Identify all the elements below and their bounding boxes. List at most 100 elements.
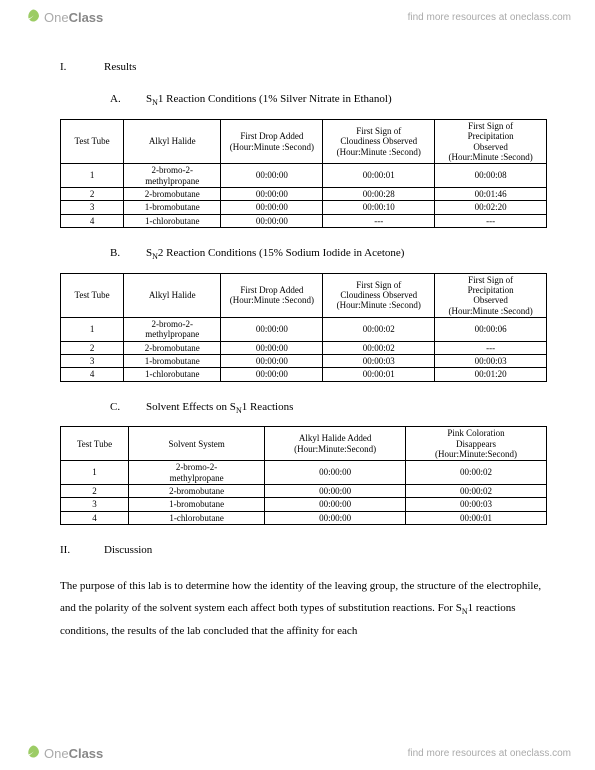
table-row: 31-bromobutane00:00:0000:00:0300:00:03 [61, 354, 547, 367]
table-cell: --- [435, 341, 547, 354]
subsection-a-heading: A. SN1 Reaction Conditions (1% Silver Ni… [110, 92, 547, 109]
table-cell: 2 [61, 187, 124, 200]
subsection-marker: A. [110, 92, 126, 109]
discussion-paragraph: The purpose of this lab is to determine … [60, 575, 547, 642]
table-row: 41-chlorobutane00:00:00------ [61, 214, 547, 227]
table-cell: 00:00:00 [265, 461, 406, 485]
table-row: 22-bromobutane00:00:0000:00:02 [61, 484, 547, 497]
table-cell: 00:00:01 [323, 368, 435, 381]
table-cell: 00:00:00 [221, 354, 323, 367]
table-cell: 00:00:03 [406, 498, 547, 511]
table-cell: 00:00:00 [221, 341, 323, 354]
table-row: 12-bromo-2-methylpropane00:00:0000:00:02 [61, 461, 547, 485]
table-cell: 00:01:20 [435, 368, 547, 381]
table-cell: 3 [61, 498, 129, 511]
table-header: Pink ColorationDisappears(Hour:Minute:Se… [406, 427, 547, 461]
document-body: I. Results A. SN1 Reaction Conditions (1… [60, 60, 547, 642]
table-cell: 2 [61, 484, 129, 497]
table-row: 12-bromo-2-methylpropane00:00:0000:00:02… [61, 317, 547, 341]
table-cell: 4 [61, 214, 124, 227]
table-cell: 00:00:03 [435, 354, 547, 367]
subsection-c-heading: C. Solvent Effects on SN1 Reactions [110, 400, 547, 417]
table-cell: 00:00:01 [406, 511, 547, 524]
section-discussion-heading: II. Discussion [60, 543, 547, 557]
table-cell: 1 [61, 461, 129, 485]
subsection-b-heading: B. SN2 Reaction Conditions (15% Sodium I… [110, 246, 547, 263]
table-cell: 00:00:03 [323, 354, 435, 367]
table-cell: 3 [61, 201, 124, 214]
table-cell: 00:00:00 [221, 368, 323, 381]
table-cell: 00:00:02 [406, 461, 547, 485]
table-row: 41-chlorobutane00:00:0000:00:01 [61, 511, 547, 524]
table-cell: 00:00:00 [221, 164, 323, 188]
page-header: OneClass find more resources at oneclass… [0, 0, 595, 34]
table-cell: 1 [61, 164, 124, 188]
table-cell: 00:01:46 [435, 187, 547, 200]
table-cell: 1-bromobutane [124, 201, 221, 214]
brand-name: OneClass [44, 746, 103, 761]
table-header: First Drop Added(Hour:Minute :Second) [221, 119, 323, 163]
table-solvent: Test TubeSolvent SystemAlkyl Halide Adde… [60, 426, 547, 525]
table-header: First Sign ofPrecipitationObserved(Hour:… [435, 119, 547, 163]
table-cell: 1-bromobutane [124, 354, 221, 367]
brand-logo: OneClass [24, 744, 103, 762]
table-cell: 00:00:28 [323, 187, 435, 200]
table-cell: 00:00:00 [221, 214, 323, 227]
table-cell: 00:02:20 [435, 201, 547, 214]
table-row: 12-bromo-2-methylpropane00:00:0000:00:01… [61, 164, 547, 188]
table-header: Test Tube [61, 427, 129, 461]
table-header: Alkyl Halide [124, 119, 221, 163]
table-cell: 00:00:02 [406, 484, 547, 497]
table-header: First Drop Added(Hour:Minute :Second) [221, 273, 323, 317]
table-cell: 00:00:06 [435, 317, 547, 341]
table-cell: 2-bromobutane [129, 484, 265, 497]
table-sn2: Test TubeAlkyl HalideFirst Drop Added(Ho… [60, 273, 547, 382]
table-cell: --- [435, 214, 547, 227]
table-cell: 2-bromo-2-methylpropane [129, 461, 265, 485]
table-cell: 00:00:00 [265, 511, 406, 524]
table-cell: --- [323, 214, 435, 227]
table-cell: 00:00:08 [435, 164, 547, 188]
subsection-marker: B. [110, 246, 126, 263]
section-title: Discussion [104, 543, 152, 557]
header-tagline: find more resources at oneclass.com [408, 12, 571, 23]
table-cell: 2 [61, 341, 124, 354]
table-cell: 00:00:00 [221, 317, 323, 341]
table-cell: 00:00:00 [221, 201, 323, 214]
section-results-heading: I. Results [60, 60, 547, 74]
page-footer: OneClass find more resources at oneclass… [0, 736, 595, 770]
table-cell: 2-bromobutane [124, 341, 221, 354]
table-header: First Sign ofCloudiness Observed(Hour:Mi… [323, 119, 435, 163]
section-marker: I. [60, 60, 80, 74]
table-header: Test Tube [61, 119, 124, 163]
table-row: 41-chlorobutane00:00:0000:00:0100:01:20 [61, 368, 547, 381]
subsection-title: SN2 Reaction Conditions (15% Sodium Iodi… [146, 246, 404, 263]
table-header: First Sign ofPrecipitationObserved(Hour:… [435, 273, 547, 317]
table-cell: 00:00:01 [323, 164, 435, 188]
table-cell: 2-bromobutane [124, 187, 221, 200]
leaf-icon [24, 8, 42, 26]
table-cell: 1 [61, 317, 124, 341]
table-cell: 4 [61, 368, 124, 381]
table-cell: 2-bromo-2-methylpropane [124, 317, 221, 341]
leaf-icon [24, 744, 42, 762]
section-title: Results [104, 60, 136, 74]
footer-tagline: find more resources at oneclass.com [408, 748, 571, 759]
table-header: Alkyl Halide Added(Hour:Minute:Second) [265, 427, 406, 461]
table-sn1: Test TubeAlkyl HalideFirst Drop Added(Ho… [60, 119, 547, 228]
table-cell: 00:00:00 [265, 484, 406, 497]
table-header: Test Tube [61, 273, 124, 317]
brand-logo: OneClass [24, 8, 103, 26]
table-cell: 00:00:02 [323, 341, 435, 354]
table-cell: 1-chlorobutane [129, 511, 265, 524]
subsection-marker: C. [110, 400, 126, 417]
table-header: First Sign ofCloudiness Observed(Hour:Mi… [323, 273, 435, 317]
table-cell: 4 [61, 511, 129, 524]
table-cell: 00:00:00 [265, 498, 406, 511]
brand-name: OneClass [44, 10, 103, 25]
table-header: Solvent System [129, 427, 265, 461]
table-cell: 00:00:00 [221, 187, 323, 200]
table-cell: 3 [61, 354, 124, 367]
table-row: 22-bromobutane00:00:0000:00:02--- [61, 341, 547, 354]
table-cell: 1-chlorobutane [124, 214, 221, 227]
